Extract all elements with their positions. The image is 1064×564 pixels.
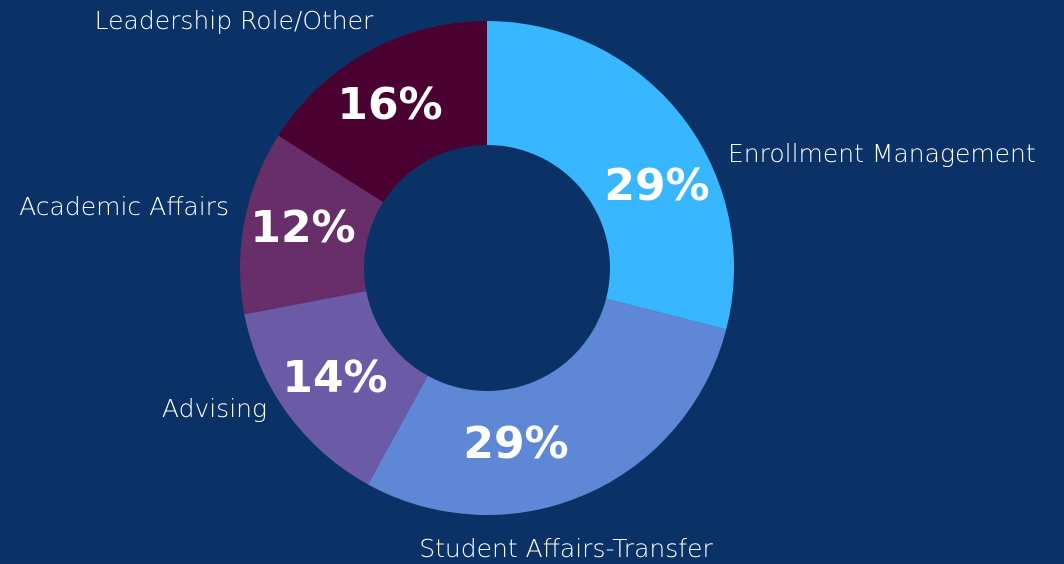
category-label: Academic Affairs [19, 192, 229, 221]
value-label: 12% [250, 202, 355, 253]
category-label: Leadership Role/Other [95, 6, 374, 35]
value-label: 29% [463, 418, 568, 469]
donut-segment [278, 21, 487, 203]
category-label: Enrollment Management [728, 139, 1036, 168]
donut-segment [244, 291, 428, 485]
value-label: 14% [282, 352, 387, 403]
value-label: 29% [604, 160, 709, 211]
value-label: 16% [337, 79, 442, 130]
category-label: Advising [162, 394, 267, 423]
donut-segment [240, 135, 384, 315]
donut-segment [368, 298, 727, 515]
donut-segment [487, 21, 734, 330]
category-label: Student Affairs-Transfer [419, 534, 713, 563]
